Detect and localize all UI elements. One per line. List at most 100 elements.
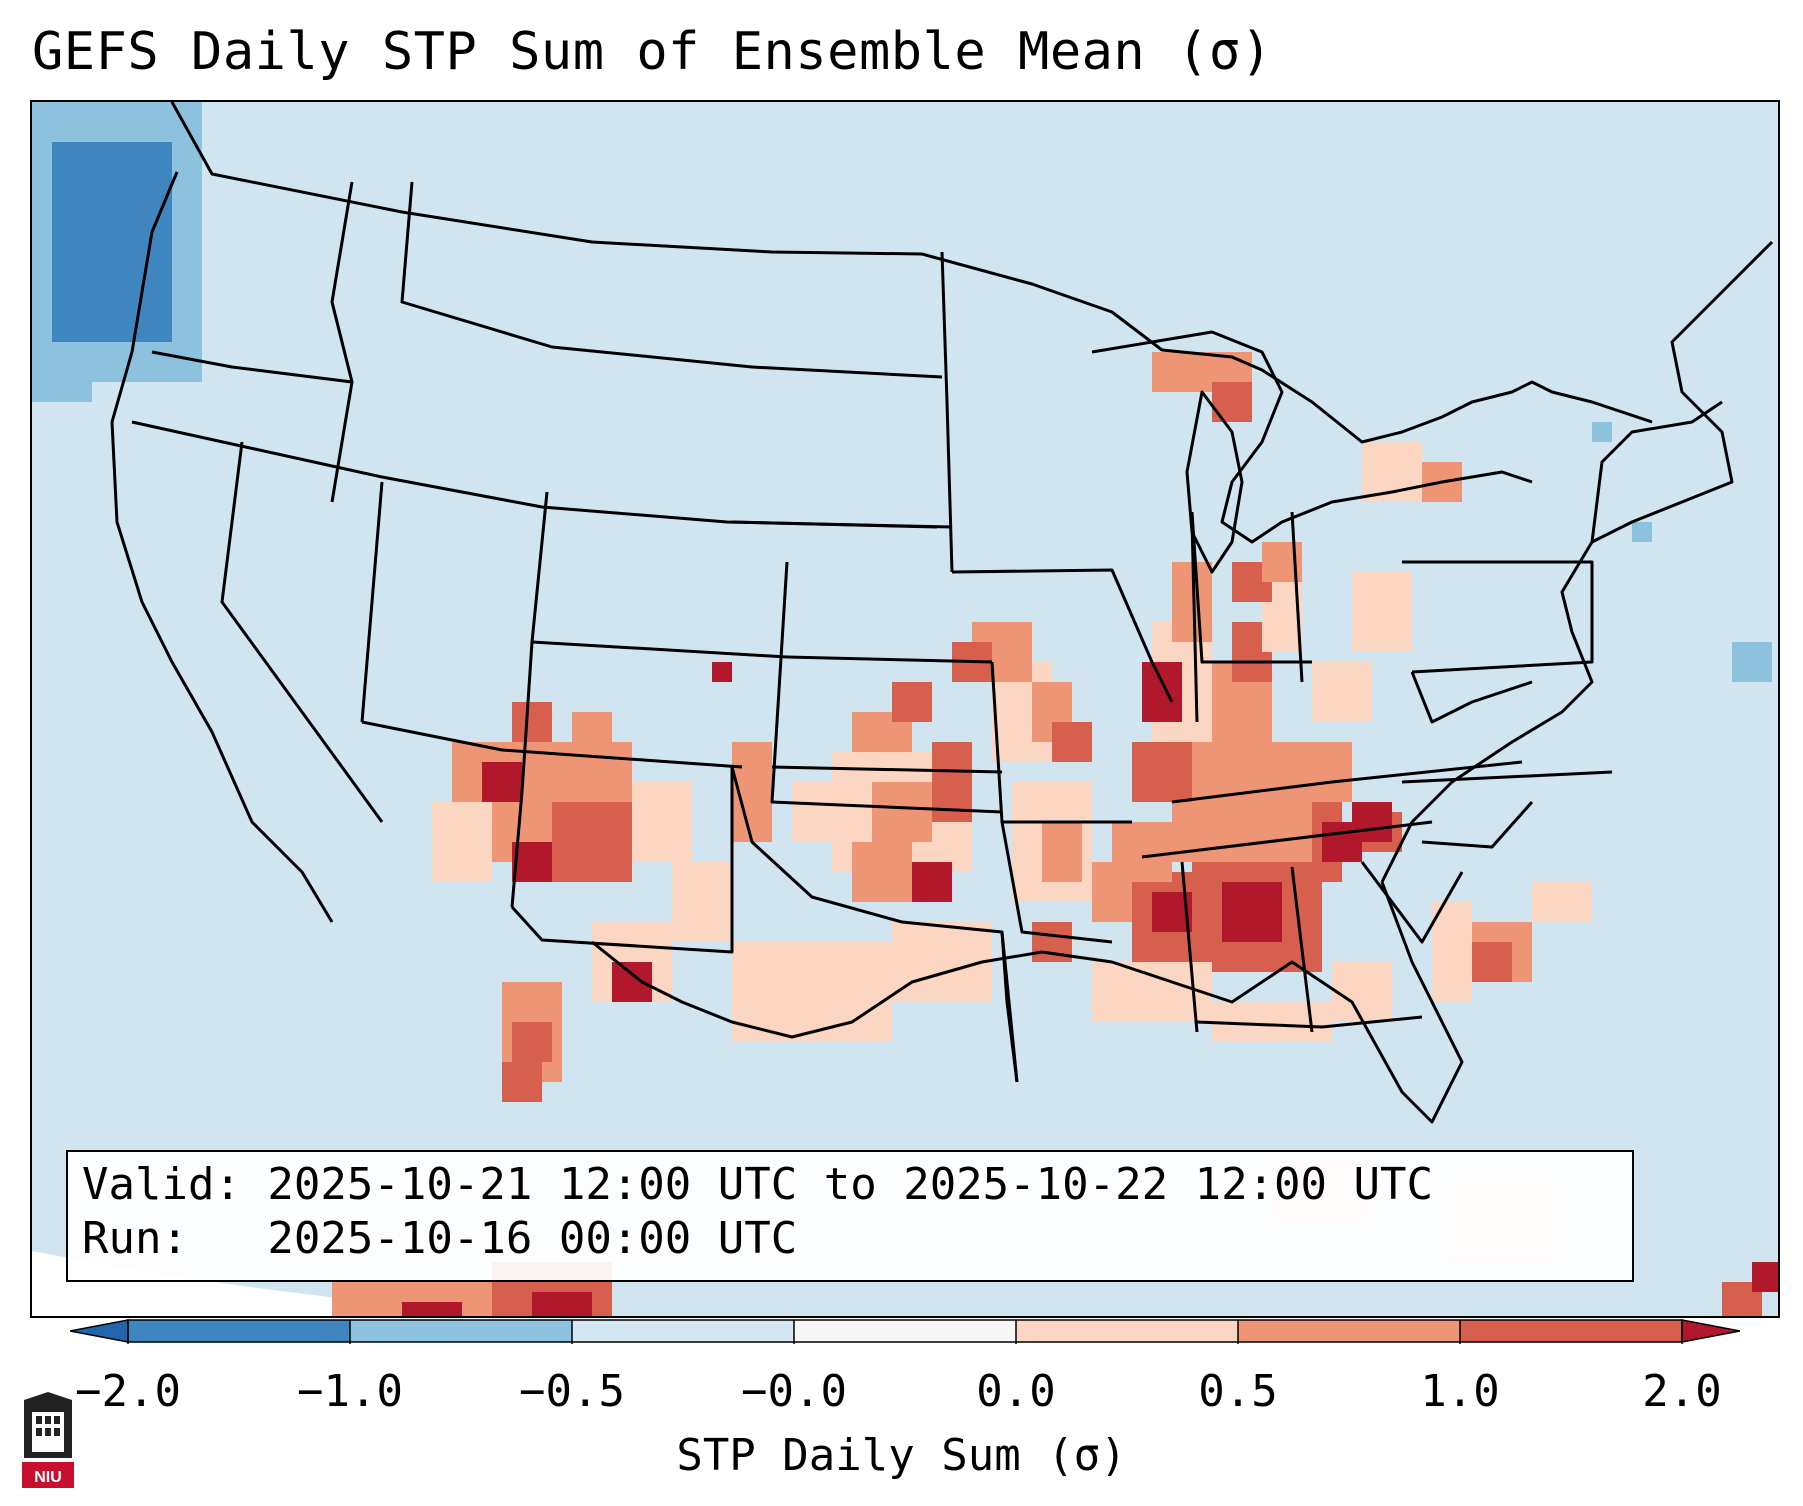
sd-ne bbox=[731, 520, 938, 529]
positive-cell bbox=[792, 782, 852, 842]
positive-cell bbox=[1222, 882, 1282, 942]
positive-cell bbox=[402, 1302, 462, 1316]
colorbar-tick-label: 0.5 bbox=[1198, 1366, 1278, 1417]
ms-al bbox=[1180, 861, 1199, 1033]
colorbar-segment bbox=[1016, 1320, 1239, 1342]
positive-cell bbox=[792, 982, 852, 1042]
positive-cell bbox=[1352, 572, 1412, 652]
positive-cell bbox=[1042, 822, 1082, 882]
colorbar-segment bbox=[128, 1320, 351, 1342]
colorbar-tick-label: −0.0 bbox=[741, 1366, 847, 1417]
ia-mo bbox=[951, 568, 1174, 703]
ky-tn bbox=[1171, 760, 1523, 804]
al-ga bbox=[1290, 866, 1314, 1033]
positive-cell bbox=[1092, 862, 1132, 922]
negative-cell bbox=[32, 342, 92, 402]
colorbar-segment bbox=[1460, 1320, 1683, 1342]
nd-sd bbox=[751, 365, 943, 379]
positive-cell bbox=[432, 802, 492, 882]
positive-cell bbox=[1172, 802, 1312, 862]
positive-cell bbox=[672, 862, 732, 942]
colorbar-tick-label: 0.0 bbox=[976, 1366, 1056, 1417]
wy-co bbox=[531, 640, 788, 659]
ga-sc bbox=[1360, 861, 1464, 944]
positive-cell bbox=[612, 962, 652, 1002]
valid-line: Valid: 2025-10-21 12:00 UTC to 2025-10-2… bbox=[82, 1159, 1434, 1210]
tx-east bbox=[1000, 931, 1019, 1083]
positive-cell bbox=[512, 842, 552, 882]
va-nc bbox=[1401, 770, 1613, 784]
colorbar-label: STP Daily Sum (σ) bbox=[676, 1430, 1127, 1481]
ca-nv bbox=[220, 441, 384, 823]
state-boundaries bbox=[110, 102, 1774, 1124]
colorbar-tick-label: 2.0 bbox=[1642, 1366, 1722, 1417]
positive-cell bbox=[502, 1062, 542, 1102]
ks-ok bbox=[771, 765, 1003, 774]
new-england bbox=[1590, 400, 1723, 543]
positive-cell bbox=[552, 802, 632, 882]
positive-cell bbox=[532, 1292, 592, 1316]
positive-cell bbox=[852, 842, 912, 902]
niu-logo: NIU bbox=[22, 1392, 74, 1488]
colorbar-segment bbox=[794, 1320, 1017, 1342]
map-title: GEFS Daily STP Sum of Ensemble Mean (σ) bbox=[32, 22, 1273, 82]
lake-michigan bbox=[1185, 390, 1244, 574]
four-corners bbox=[361, 720, 743, 769]
positive-cell bbox=[1052, 722, 1092, 762]
wa-or bbox=[151, 350, 353, 384]
wv bbox=[1410, 671, 1533, 724]
positive-cell bbox=[632, 782, 692, 862]
colorbar bbox=[69, 1318, 1741, 1344]
positive-cell bbox=[1472, 942, 1512, 982]
colorbar-tick-label: −0.5 bbox=[519, 1366, 625, 1417]
positive-cell bbox=[872, 782, 932, 842]
pa-ny bbox=[1402, 560, 1594, 674]
ar-la bbox=[1000, 821, 1113, 944]
colorbar-segment bbox=[350, 1320, 573, 1342]
az-nm bbox=[510, 767, 734, 954]
colorbar-segment bbox=[1238, 1320, 1461, 1342]
positive-cell bbox=[512, 702, 552, 742]
colorbar-tick-label: 1.0 bbox=[1420, 1366, 1500, 1417]
ne-ks bbox=[786, 655, 993, 664]
positive-cell bbox=[1532, 882, 1592, 922]
map-canvas bbox=[32, 102, 1778, 1316]
positive-cell bbox=[1212, 382, 1252, 422]
positive-cell bbox=[1432, 902, 1472, 1002]
positive-cell bbox=[572, 712, 612, 752]
positive-cell bbox=[892, 922, 992, 1002]
run-line: Run: 2025-10-16 00:00 UTC bbox=[82, 1213, 798, 1264]
positive-cell bbox=[482, 762, 522, 802]
positive-cell bbox=[912, 862, 952, 902]
co-ks-ok bbox=[770, 561, 1003, 814]
colorbar-segment bbox=[572, 1320, 795, 1342]
negative-cell bbox=[52, 142, 172, 342]
negative-cell bbox=[1732, 642, 1772, 682]
ga-fl bbox=[1196, 1015, 1423, 1029]
positive-cell bbox=[1752, 1262, 1778, 1292]
svg-text:NIU: NIU bbox=[34, 1469, 62, 1486]
valid-time-box: Valid: 2025-10-21 12:00 UTC to 2025-10-2… bbox=[66, 1150, 1634, 1282]
il-in bbox=[1190, 521, 1199, 723]
id-west bbox=[330, 181, 354, 503]
oh-in-il bbox=[1190, 511, 1312, 664]
great-lakes bbox=[1091, 330, 1533, 544]
colorbar-under-arrow bbox=[69, 1319, 129, 1343]
colorbar-over-arrow bbox=[1681, 1319, 1741, 1343]
tn-south bbox=[1141, 820, 1433, 859]
canada-border bbox=[170, 102, 1653, 444]
positive-cell bbox=[1312, 662, 1372, 722]
west-coast bbox=[110, 171, 334, 923]
positive-cell bbox=[1292, 742, 1352, 802]
positive-cell bbox=[712, 662, 732, 682]
map-panel bbox=[30, 100, 1780, 1318]
gulf-coast bbox=[591, 881, 1464, 1124]
nv-ut bbox=[360, 481, 384, 723]
projection-edge bbox=[32, 1251, 525, 1316]
negative-cell bbox=[1632, 522, 1652, 542]
positive-cell bbox=[1132, 742, 1192, 802]
colorbar-tick-label: −2.0 bbox=[75, 1366, 181, 1417]
positive-cell bbox=[1332, 962, 1392, 1022]
ut-co bbox=[510, 491, 549, 908]
positive-cell bbox=[1142, 662, 1182, 722]
